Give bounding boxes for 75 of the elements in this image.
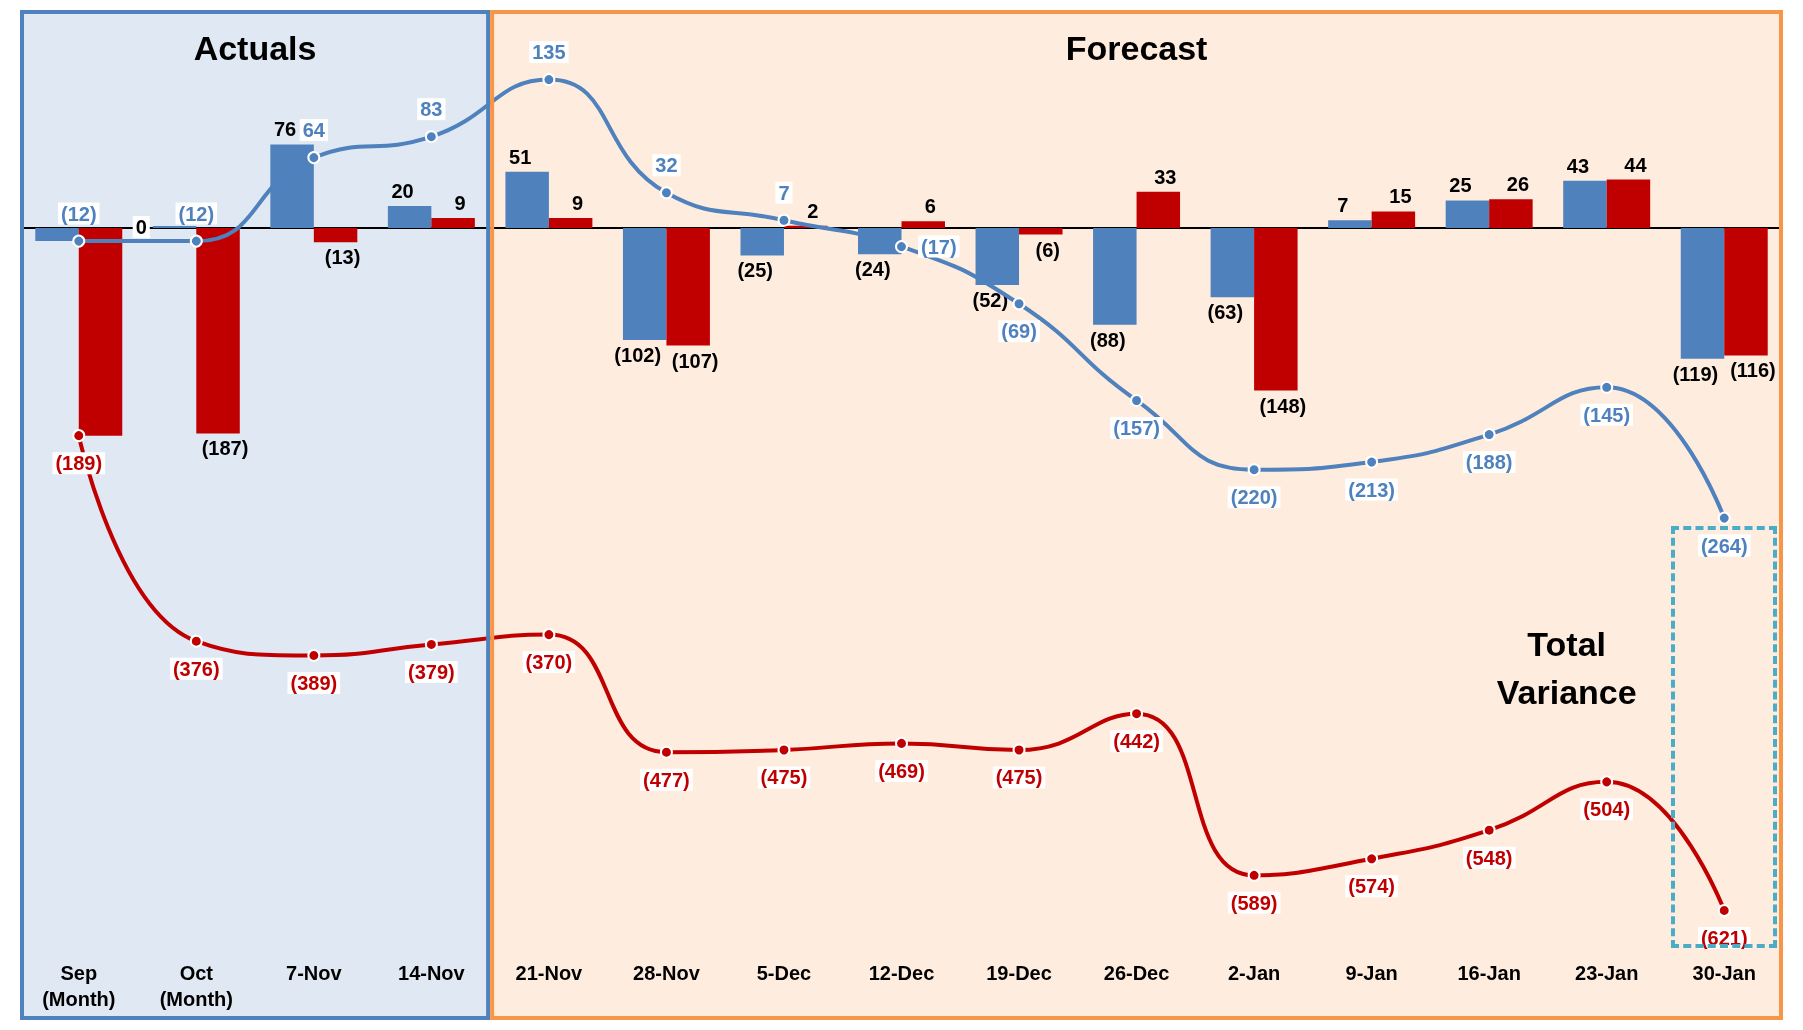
x-tick-label: 23-Jan bbox=[1575, 962, 1639, 984]
data-label: (220) bbox=[1230, 486, 1278, 509]
data-label: (52) bbox=[972, 289, 1009, 312]
data-label: (370) bbox=[525, 651, 573, 674]
data-label: 33 bbox=[1154, 165, 1177, 188]
data-label: (389) bbox=[290, 671, 338, 694]
data-label: (475) bbox=[760, 766, 808, 789]
data-label: (504) bbox=[1583, 798, 1631, 821]
data-label: (13) bbox=[324, 246, 361, 269]
x-tick-label: 26-Dec bbox=[1103, 962, 1170, 984]
data-label: (379) bbox=[408, 660, 455, 683]
data-label: (574) bbox=[1348, 875, 1395, 898]
x-tick-label: 5-Dec bbox=[756, 962, 812, 984]
data-label: 76 bbox=[273, 118, 297, 141]
data-label: (17) bbox=[921, 235, 957, 258]
x-tick-label: Sep (Month) bbox=[42, 962, 116, 1010]
data-label: (477) bbox=[643, 768, 690, 791]
x-tick-label: Oct (Month) bbox=[159, 962, 233, 1010]
data-label: (69) bbox=[1001, 320, 1037, 343]
x-tick-label: 28-Nov bbox=[633, 962, 701, 984]
data-label: 43 bbox=[1566, 154, 1590, 177]
data-label: 20 bbox=[391, 179, 414, 202]
data-label: (187) bbox=[201, 437, 249, 460]
data-label: (102) bbox=[614, 344, 662, 367]
data-label: (88) bbox=[1090, 328, 1126, 351]
x-tick-label: 16-Jan bbox=[1457, 962, 1521, 984]
data-label: 0 bbox=[135, 215, 147, 238]
data-label: (12) bbox=[60, 202, 97, 225]
data-label: (469) bbox=[878, 759, 925, 782]
data-label: (119) bbox=[1672, 362, 1719, 385]
data-label: 25 bbox=[1449, 174, 1472, 197]
data-label: (475) bbox=[995, 766, 1043, 789]
data-label: (24) bbox=[854, 258, 891, 281]
x-tick-label: 12-Dec bbox=[868, 962, 935, 984]
data-label: (63) bbox=[1207, 301, 1244, 324]
x-tick-label: 21-Nov bbox=[515, 962, 584, 984]
x-tick-label: 30-Jan bbox=[1692, 962, 1756, 984]
data-label: (213) bbox=[1348, 478, 1395, 501]
data-label: 26 bbox=[1506, 173, 1530, 196]
data-label: (157) bbox=[1113, 416, 1160, 439]
x-tick-label: 7-Nov bbox=[286, 962, 343, 984]
data-label: 64 bbox=[302, 119, 326, 142]
x-tick-label: 14-Nov bbox=[398, 962, 466, 984]
data-label: 135 bbox=[532, 41, 566, 64]
data-label: (548) bbox=[1465, 846, 1513, 869]
data-label: (188) bbox=[1465, 451, 1513, 474]
x-tick-label: 2-Jan bbox=[1227, 962, 1281, 984]
data-label: (12) bbox=[178, 202, 215, 225]
x-tick-label: 19-Dec bbox=[986, 962, 1052, 984]
data-label: (264) bbox=[1700, 534, 1748, 557]
data-label: (6) bbox=[1035, 238, 1060, 261]
data-label: (25) bbox=[737, 259, 774, 282]
data-label: 83 bbox=[420, 98, 443, 121]
x-tick-label: 9-Jan bbox=[1345, 962, 1398, 984]
data-label: (145) bbox=[1583, 403, 1631, 426]
data-label: (442) bbox=[1113, 730, 1160, 753]
data-label: (189) bbox=[55, 452, 103, 475]
data-label: 9 bbox=[454, 192, 466, 215]
data-label: 32 bbox=[655, 154, 678, 177]
data-label: 7 bbox=[1337, 194, 1349, 217]
data-label: (148) bbox=[1259, 394, 1307, 417]
data-label: 2 bbox=[807, 199, 819, 222]
band-label: Actuals bbox=[193, 29, 317, 67]
annotation: Total Variance bbox=[1496, 624, 1637, 711]
data-label: (116) bbox=[1730, 359, 1776, 382]
data-label: 9 bbox=[572, 192, 584, 215]
data-label: (589) bbox=[1230, 891, 1278, 914]
data-label: (107) bbox=[671, 349, 719, 372]
band-label: Forecast bbox=[1065, 29, 1208, 67]
data-label: 44 bbox=[1624, 153, 1648, 176]
data-label: 6 bbox=[924, 195, 936, 218]
data-label: 7 bbox=[778, 181, 790, 204]
data-label: 51 bbox=[509, 145, 532, 168]
data-label: (376) bbox=[172, 657, 220, 680]
data-label: 15 bbox=[1389, 185, 1412, 208]
